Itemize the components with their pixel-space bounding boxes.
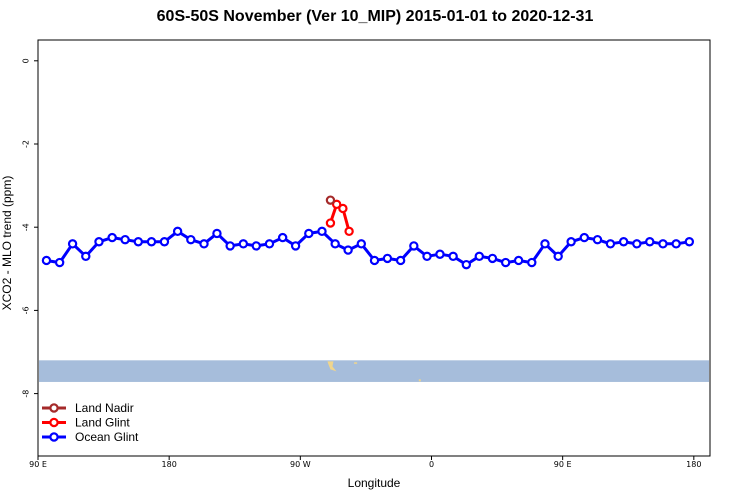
data-point xyxy=(107,232,117,243)
data-point xyxy=(540,239,550,249)
data-point xyxy=(474,251,484,262)
data-point xyxy=(409,241,419,251)
legend-label: Land Glint xyxy=(75,416,130,430)
data-point xyxy=(317,226,327,237)
data-point xyxy=(325,218,336,228)
data-point xyxy=(330,239,340,249)
data-point xyxy=(448,251,458,262)
data-point xyxy=(199,239,209,249)
data-point xyxy=(343,245,353,255)
legend-label: Ocean Glint xyxy=(75,430,139,444)
data-point xyxy=(658,239,668,249)
map-strip-ocean xyxy=(39,360,709,382)
data-point xyxy=(212,228,222,239)
data-point xyxy=(120,234,130,245)
data-point xyxy=(435,249,445,259)
data-point xyxy=(172,226,183,237)
x-tick-label: 90 E xyxy=(554,460,572,469)
data-point xyxy=(146,237,157,247)
data-point xyxy=(566,237,576,247)
legend-label: Land Nadir xyxy=(75,401,134,415)
data-point xyxy=(671,239,681,249)
data-point xyxy=(632,239,642,249)
y-tick-label: -2 xyxy=(22,140,31,148)
data-point xyxy=(684,237,695,247)
data-point xyxy=(605,239,616,249)
data-point xyxy=(338,203,348,214)
data-point xyxy=(251,241,261,251)
data-point xyxy=(422,251,432,262)
data-point xyxy=(67,239,78,249)
y-tick-label: -8 xyxy=(22,390,31,398)
data-point xyxy=(264,239,275,249)
x-axis-label: Longitude xyxy=(347,476,401,490)
data-point xyxy=(527,257,537,268)
data-point xyxy=(369,255,380,266)
data-point xyxy=(461,259,472,270)
data-point xyxy=(500,257,511,268)
data-point xyxy=(579,232,590,243)
data-point xyxy=(344,226,354,237)
data-point xyxy=(54,257,65,268)
data-point xyxy=(41,255,52,266)
map-strip-land xyxy=(327,361,337,372)
series-land-nadir xyxy=(325,195,336,205)
y-tick-label: 0 xyxy=(22,58,31,63)
x-tick-label: 90 E xyxy=(29,460,47,469)
chart-title: 60S-50S November (Ver 10_MIP) 2015-01-01… xyxy=(156,8,594,25)
data-point xyxy=(238,239,249,249)
plot-frame xyxy=(37,39,711,457)
legend-marker xyxy=(49,432,59,442)
data-point xyxy=(645,237,655,247)
data-point xyxy=(225,241,235,251)
data-point xyxy=(81,251,91,262)
y-tick-label: -6 xyxy=(22,306,31,314)
data-point xyxy=(553,251,563,262)
series-line xyxy=(46,229,690,267)
data-point xyxy=(186,234,196,245)
series-land-glint xyxy=(325,199,354,237)
data-point xyxy=(331,199,342,210)
data-point xyxy=(592,234,603,245)
data-point xyxy=(395,255,406,266)
x-tick-label: 180 xyxy=(686,460,701,469)
x-tick-label: 180 xyxy=(162,460,177,469)
x-tick-label: 0 xyxy=(429,460,434,469)
data-point xyxy=(159,237,170,247)
data-point xyxy=(133,237,144,247)
data-point xyxy=(513,255,524,266)
y-tick-label: -4 xyxy=(22,223,31,231)
data-point xyxy=(277,232,288,243)
data-point xyxy=(94,237,104,247)
data-point xyxy=(290,241,301,251)
data-point xyxy=(382,253,393,264)
data-point xyxy=(618,237,629,247)
data-point xyxy=(487,253,498,264)
x-tick-label: 90 W xyxy=(290,460,311,469)
legend-marker xyxy=(49,417,59,428)
legend-marker xyxy=(49,403,59,413)
data-point xyxy=(325,195,336,205)
series-ocean-glint xyxy=(41,226,695,270)
data-point xyxy=(356,239,367,249)
data-point xyxy=(304,228,314,239)
map-strip-island xyxy=(418,379,421,382)
map-strip-island xyxy=(354,362,358,364)
